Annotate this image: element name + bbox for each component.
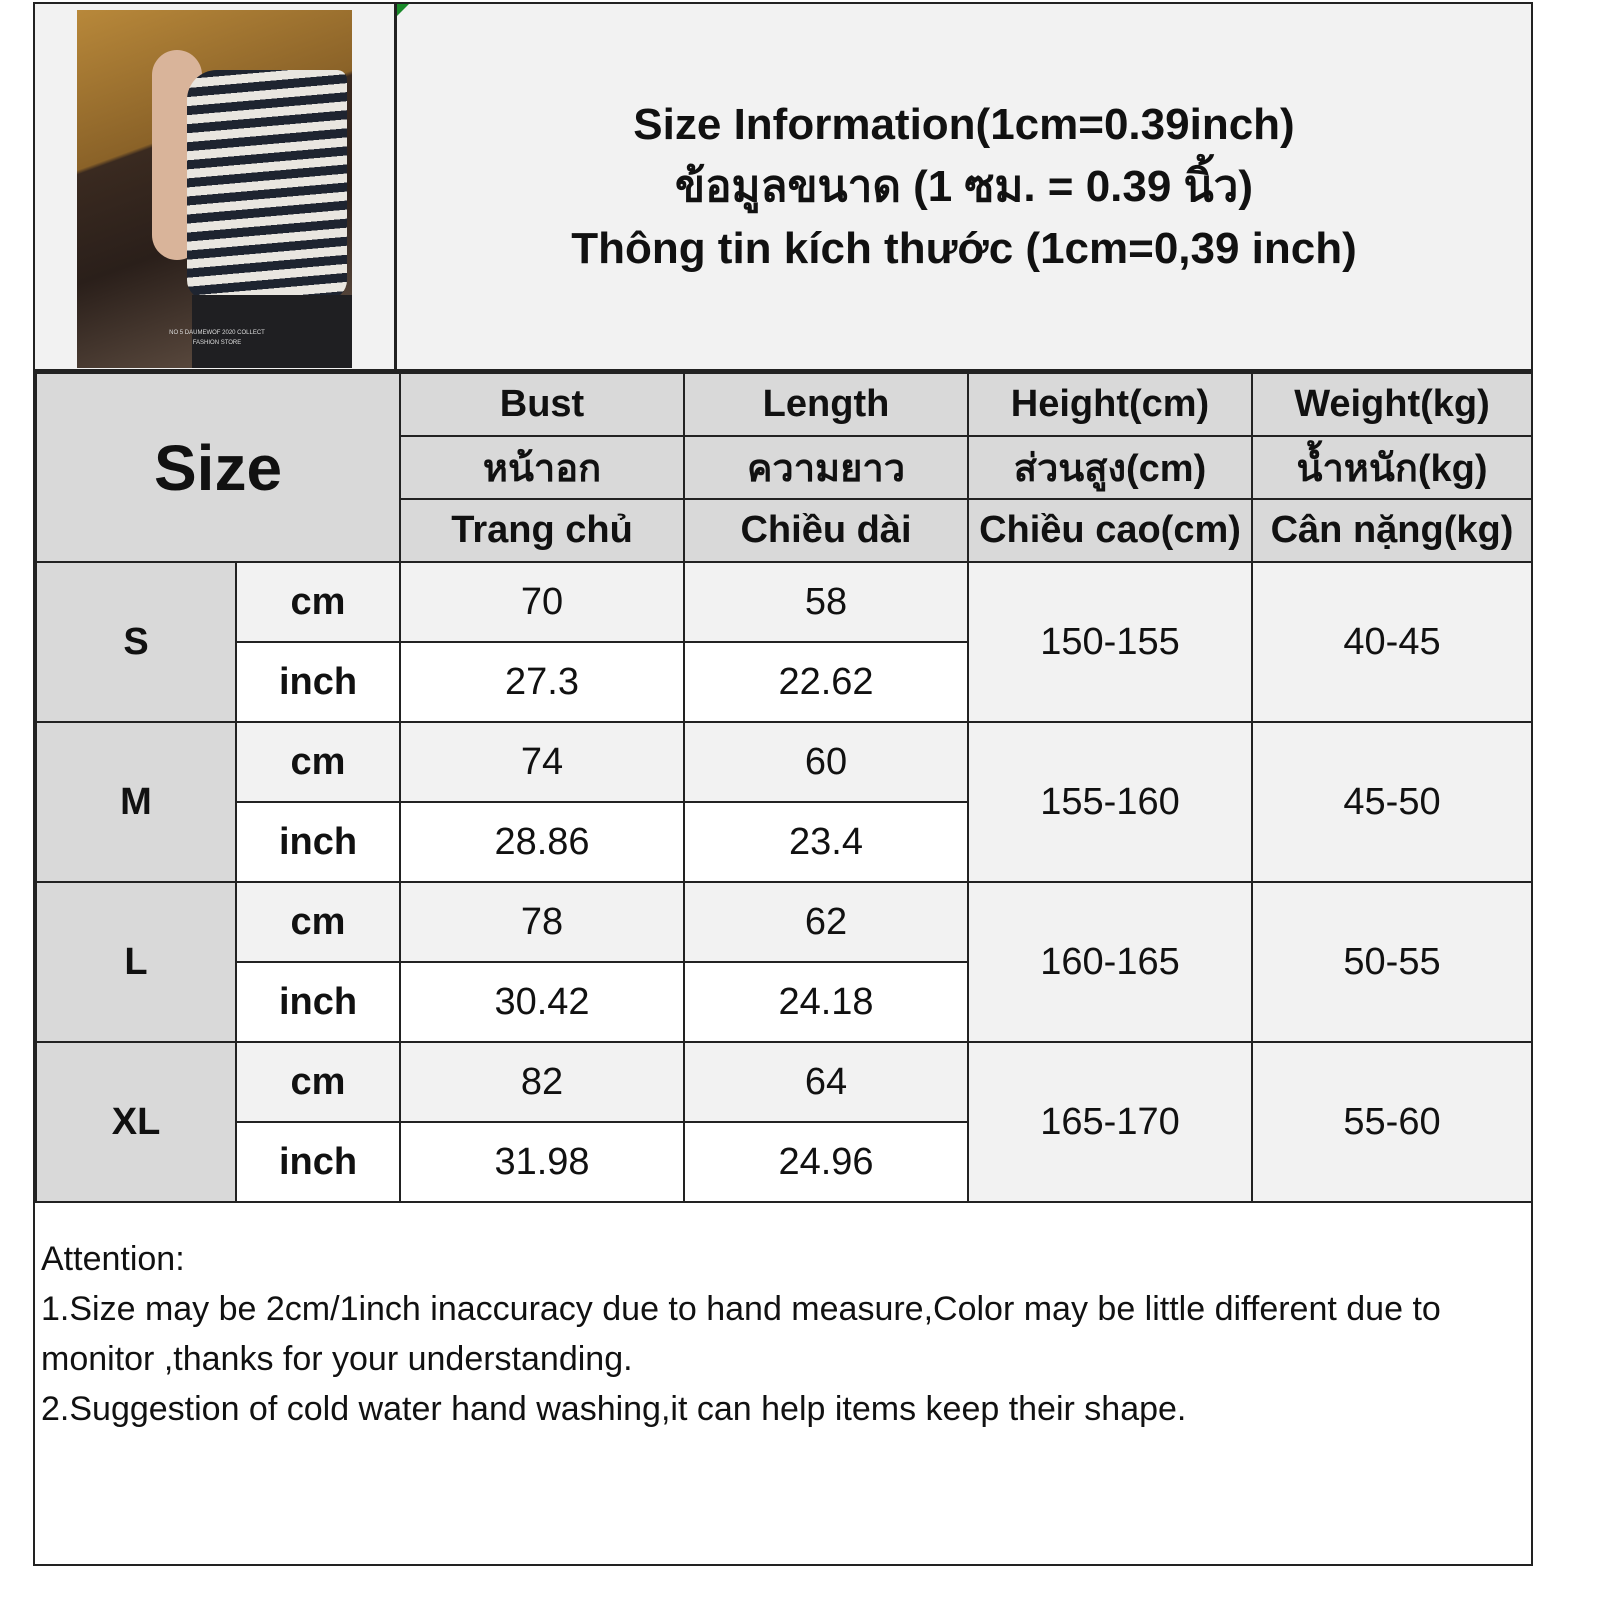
unit-inch: inch [235,1121,401,1203]
col-height-vi: Chiều cao(cm) [967,498,1253,563]
length-cm: 64 [683,1041,969,1123]
col-height-th: ส่วนสูง(cm) [967,435,1253,500]
bust-cm: 70 [399,561,685,643]
bust-cm: 82 [399,1041,685,1123]
table-row-inch: inch 27.3 22.62 [36,641,1532,723]
title-block: Size Information(1cm=0.39inch) ข้อมูลขนา… [397,4,1531,369]
note-item: 1.Size may be 2cm/1inch inaccuracy due t… [41,1290,1441,1378]
photo-pants [192,295,352,368]
col-length-th: ความยาว [683,435,969,500]
bust-cm: 74 [399,721,685,803]
table-row-inch: inch 28.86 23.4 [36,801,1532,883]
product-photo: NO 5 DAUMEWOF 2020 COLLECT FASHION STORE [77,10,352,368]
height-range: 160-165 [967,881,1253,1043]
length-cm: 62 [683,881,969,963]
title-th: ข้อมูลขนาด (1 ซม. = 0.39 นิ้ว) [674,161,1253,211]
weight-range: 55-60 [1251,1041,1533,1203]
bust-inch: 30.42 [399,961,685,1043]
col-length-vi: Chiều dài [683,498,969,563]
bust-inch: 28.86 [399,801,685,883]
unit-cm: cm [235,1041,401,1123]
title-vi: Thông tin kích thước (1cm=0,39 inch) [571,223,1357,273]
height-range: 165-170 [967,1041,1253,1203]
product-photo-cell: NO 5 DAUMEWOF 2020 COLLECT FASHION STORE [35,4,397,369]
size-label: M [35,721,237,883]
col-bust-en: Bust [399,372,685,437]
col-height-en: Height(cm) [967,372,1253,437]
length-cm: 58 [683,561,969,643]
attention-notes: Attention: 1.Size may be 2cm/1inch inacc… [41,1234,1521,1434]
unit-inch: inch [235,961,401,1043]
col-bust-th: หน้าอก [399,435,685,500]
col-weight-th: น้ำหนัก(kg) [1251,435,1533,500]
header-section: NO 5 DAUMEWOF 2020 COLLECT FASHION STORE… [35,4,1531,372]
size-header: Size [35,372,401,563]
table-row-cm: XL cm 82 64 165-170 55-60 [35,1041,1533,1203]
bust-inch: 27.3 [399,641,685,723]
col-weight-en: Weight(kg) [1251,372,1533,437]
height-range: 155-160 [967,721,1253,883]
photo-caption-line2: FASHION STORE [192,340,242,346]
unit-inch: inch [235,801,401,883]
size-label: L [35,881,237,1043]
unit-inch: inch [235,641,401,723]
length-inch: 24.96 [683,1121,969,1203]
notes-heading: Attention: [41,1240,185,1278]
cell-corner-marker [397,4,409,16]
title-en: Size Information(1cm=0.39inch) [633,99,1295,149]
bust-inch: 31.98 [399,1121,685,1203]
table-row-inch: inch 30.42 24.18 [36,961,1532,1043]
size-chart: NO 5 DAUMEWOF 2020 COLLECT FASHION STORE… [33,2,1533,1566]
size-table: Size Bust Length Height(cm) Weight(kg) ห… [35,372,1533,1203]
unit-cm: cm [235,561,401,643]
unit-cm: cm [235,721,401,803]
photo-caption-line1: NO 5 DAUMEWOF 2020 COLLECT [169,330,265,336]
col-bust-vi: Trang chủ [399,498,685,563]
size-label: S [35,561,237,723]
unit-cm: cm [235,881,401,963]
length-inch: 24.18 [683,961,969,1043]
length-cm: 60 [683,721,969,803]
photo-caption: NO 5 DAUMEWOF 2020 COLLECT FASHION STORE [137,328,297,348]
photo-striped-top [187,70,347,300]
table-row-inch: inch 31.98 24.96 [36,1121,1532,1203]
bust-cm: 78 [399,881,685,963]
weight-range: 40-45 [1251,561,1533,723]
note-item: 2.Suggestion of cold water hand washing,… [41,1390,1187,1428]
weight-range: 45-50 [1251,721,1533,883]
weight-range: 50-55 [1251,881,1533,1043]
col-weight-vi: Cân nặng(kg) [1251,498,1533,563]
size-label: XL [35,1041,237,1203]
col-length-en: Length [683,372,969,437]
height-range: 150-155 [967,561,1253,723]
length-inch: 23.4 [683,801,969,883]
length-inch: 22.62 [683,641,969,723]
